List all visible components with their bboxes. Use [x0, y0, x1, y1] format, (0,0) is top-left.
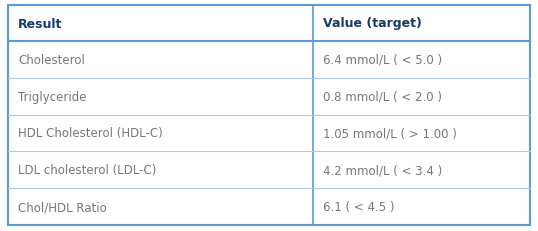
Text: 6.4 mmol/L ( < 5.0 ): 6.4 mmol/L ( < 5.0 ) — [323, 54, 442, 67]
Text: 0.8 mmol/L ( < 2.0 ): 0.8 mmol/L ( < 2.0 ) — [323, 90, 442, 103]
Text: Result: Result — [18, 17, 62, 30]
Text: Chol/HDL Ratio: Chol/HDL Ratio — [18, 200, 107, 213]
Text: HDL Cholesterol (HDL-C): HDL Cholesterol (HDL-C) — [18, 127, 163, 140]
Text: LDL cholesterol (LDL-C): LDL cholesterol (LDL-C) — [18, 164, 157, 176]
Text: 1.05 mmol/L ( > 1.00 ): 1.05 mmol/L ( > 1.00 ) — [323, 127, 457, 140]
Text: 4.2 mmol/L ( < 3.4 ): 4.2 mmol/L ( < 3.4 ) — [323, 164, 443, 176]
Text: 6.1 ( < 4.5 ): 6.1 ( < 4.5 ) — [323, 200, 395, 213]
Text: Value (target): Value (target) — [323, 17, 422, 30]
Text: Cholesterol: Cholesterol — [18, 54, 85, 67]
Text: Triglyceride: Triglyceride — [18, 90, 87, 103]
